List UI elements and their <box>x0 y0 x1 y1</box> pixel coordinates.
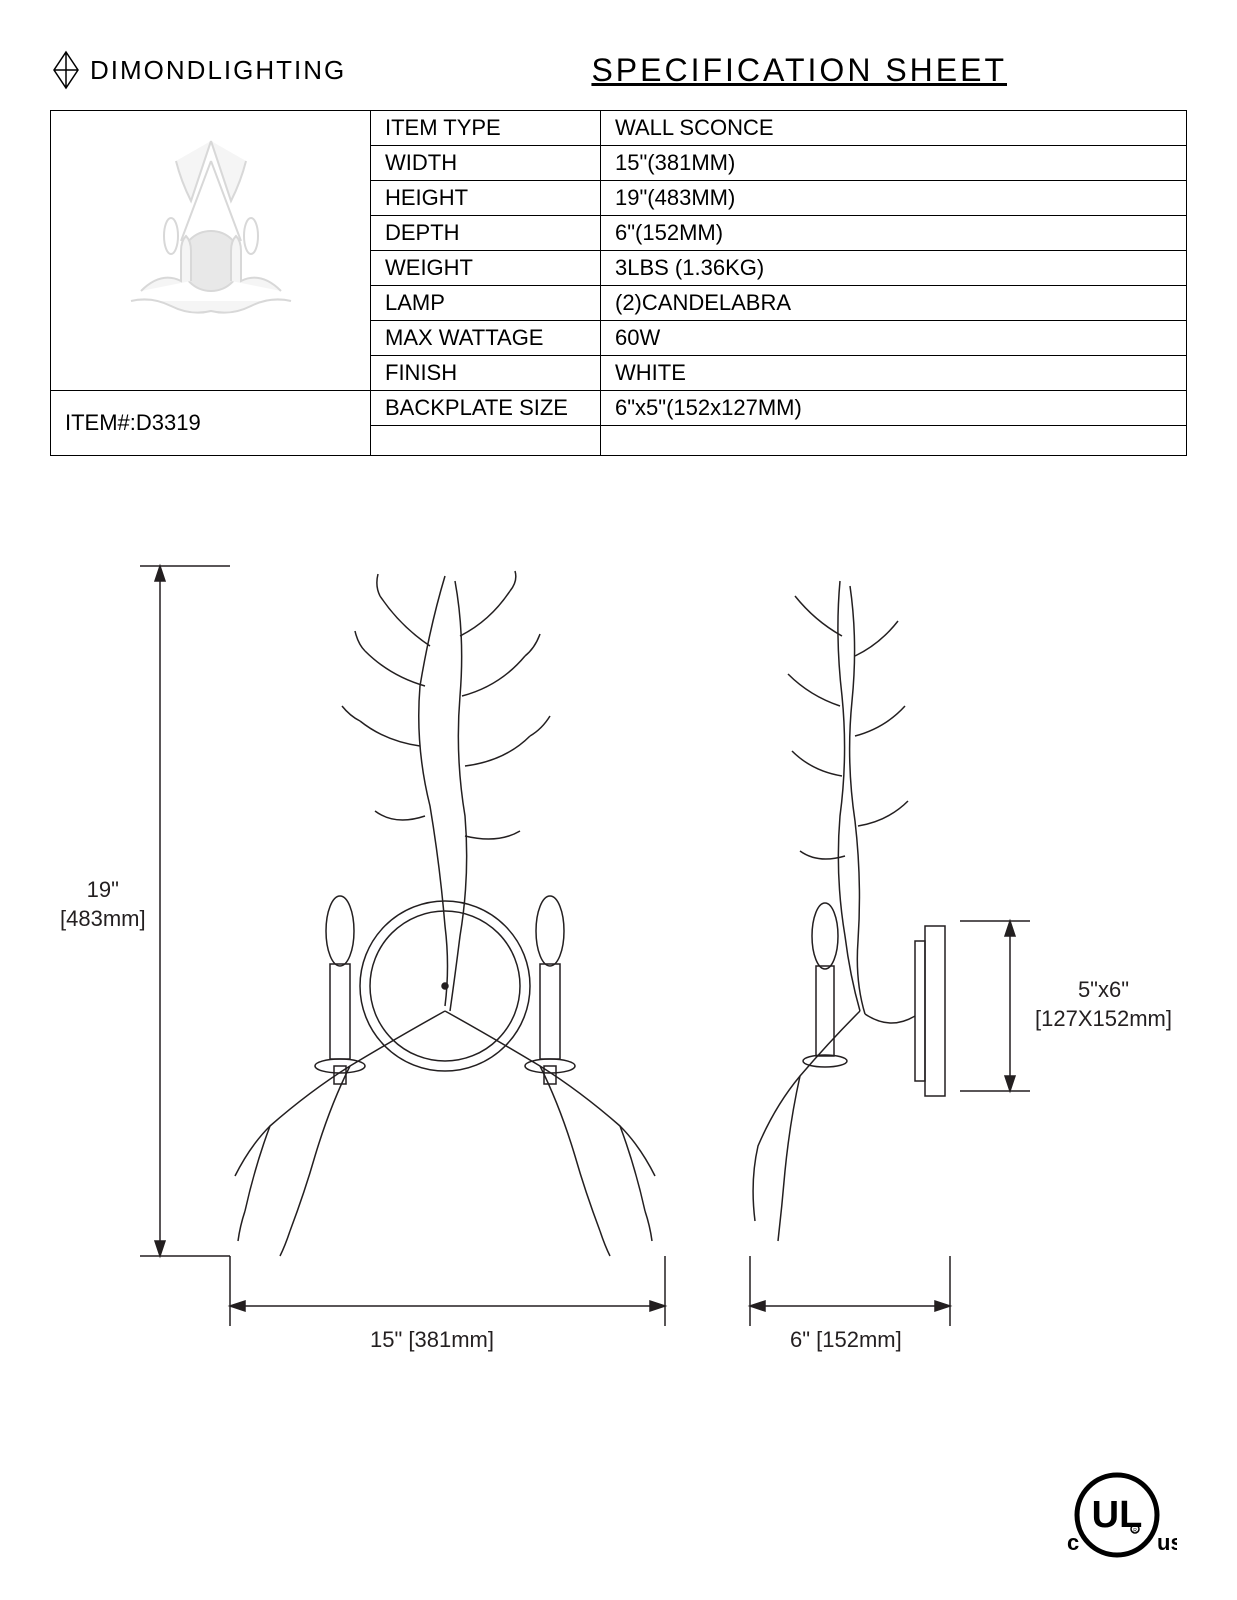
depth-dimension: 6" [152mm] <box>790 1326 902 1355</box>
spec-label: HEIGHT <box>371 181 601 216</box>
brand-text: DIMONDLIGHTING <box>90 55 346 86</box>
spec-value: WALL SCONCE <box>601 111 1187 146</box>
spec-label: WIDTH <box>371 146 601 181</box>
spec-value: 19"(483MM) <box>601 181 1187 216</box>
spec-label: LAMP <box>371 286 601 321</box>
spec-value: 6"x5"(152x127MM) <box>601 391 1187 426</box>
product-thumbnail <box>51 111 370 351</box>
spec-label: FINISH <box>371 356 601 391</box>
spec-value: (2)CANDELABRA <box>601 286 1187 321</box>
page-title: SPECIFICATION SHEET <box>591 52 1007 89</box>
product-image-cell <box>51 111 371 391</box>
spec-label: MAX WATTAGE <box>371 321 601 356</box>
spec-label: BACKPLATE SIZE <box>371 391 601 426</box>
spec-value: 3LBS (1.36KG) <box>601 251 1187 286</box>
technical-diagram: 19" [483mm] 15" [381mm] 6" [152mm] 5"x6"… <box>50 536 1187 1396</box>
svg-text:us: us <box>1157 1530 1177 1555</box>
spec-value <box>601 426 1187 456</box>
spec-value: 6"(152MM) <box>601 216 1187 251</box>
svg-text:R: R <box>1133 1528 1137 1534</box>
spec-value: WHITE <box>601 356 1187 391</box>
spec-value: 15"(381MM) <box>601 146 1187 181</box>
spec-label: ITEM TYPE <box>371 111 601 146</box>
item-number: ITEM#:D3319 <box>51 391 371 456</box>
spec-table: ITEM TYPE WALL SCONCE WIDTH15"(381MM) HE… <box>50 110 1187 456</box>
spec-label <box>371 426 601 456</box>
backplate-dimension: 5"x6" [127X152mm] <box>1035 976 1172 1033</box>
diamond-icon <box>50 50 82 90</box>
spec-value: 60W <box>601 321 1187 356</box>
svg-text:c: c <box>1067 1530 1079 1555</box>
brand-logo: DIMONDLIGHTING <box>50 50 346 90</box>
height-dimension: 19" [483mm] <box>60 876 146 933</box>
spec-label: WEIGHT <box>371 251 601 286</box>
ul-certification-badge: UL R c us <box>1057 1465 1177 1570</box>
width-dimension: 15" [381mm] <box>370 1326 494 1355</box>
spec-label: DEPTH <box>371 216 601 251</box>
